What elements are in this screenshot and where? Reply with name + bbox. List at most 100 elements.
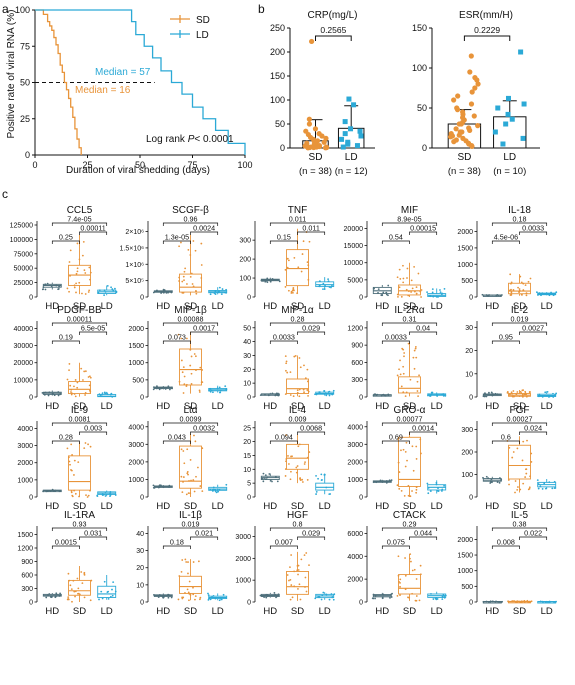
p-bracket-hd-ld — [162, 527, 219, 531]
crp-point-ld — [357, 128, 363, 134]
box-point-sd — [524, 392, 527, 395]
box-point-ld — [434, 597, 437, 600]
box-point-ld — [441, 490, 443, 492]
box-point-sd — [508, 446, 511, 449]
box-point-sd — [409, 495, 412, 498]
box-point-sd — [81, 582, 84, 585]
box-point-sd — [403, 352, 406, 354]
box-title-ccl5: CCL5 — [67, 205, 93, 216]
box-point-sd — [520, 281, 523, 284]
box-point-sd — [299, 598, 302, 601]
box-point-ld — [427, 492, 430, 495]
box-point-hd — [262, 472, 265, 475]
box-point-sd — [303, 391, 305, 394]
box-point-sd — [90, 579, 93, 582]
box-point-sd — [508, 483, 510, 486]
box-point-sd — [288, 579, 290, 582]
box-point-sd — [178, 280, 180, 282]
box-point-sd — [198, 389, 201, 392]
box-point-ld — [315, 491, 318, 493]
box-point-ld — [209, 390, 212, 393]
box-point-ld — [320, 598, 323, 601]
box-point-ld — [435, 483, 438, 486]
box-point-sd — [419, 564, 422, 567]
box-point-ld — [329, 493, 332, 495]
p-value-hd-ld: 0.0099 — [180, 415, 202, 424]
box-point-sd — [402, 277, 405, 280]
km-y-tick-label: 75 — [20, 41, 30, 51]
box-point-sd — [184, 267, 187, 270]
box-x-label-sd: SD — [73, 606, 86, 617]
box-point-sd — [407, 342, 410, 345]
p-value-hd-ld: 7.4e-05 — [67, 215, 91, 224]
crp-point-ld — [342, 119, 348, 125]
box-x-label-hd: HD — [45, 606, 59, 617]
box-point-sd — [398, 487, 401, 490]
box-point-hd — [260, 279, 263, 282]
box-point-sd — [87, 376, 90, 378]
box-point-sd — [307, 278, 310, 281]
box-title-scgf-: SCGF-β — [172, 205, 209, 216]
box-point-hd — [152, 484, 155, 487]
box-point-sd — [73, 474, 75, 476]
box-point-sd — [298, 357, 301, 359]
box-point-sd — [178, 575, 181, 577]
box-point-sd — [521, 396, 524, 398]
box-point-sd — [285, 458, 288, 460]
box-point-hd — [57, 394, 60, 397]
box-point-hd — [58, 490, 61, 493]
box-point-sd — [178, 276, 181, 279]
box-y-tick-label: 2000 — [347, 577, 363, 584]
box-point-ld — [104, 495, 107, 497]
p-value-hd-sd: 0.073 — [168, 333, 186, 342]
box-y-tick-label: 500 — [132, 377, 144, 384]
box-point-ld — [442, 394, 445, 397]
box-point-ld — [436, 393, 438, 396]
box-point-hd — [266, 281, 269, 284]
box-point-sd — [82, 379, 84, 381]
p-bracket-hd-sd — [491, 545, 520, 549]
p-value-hd-ld: 0.00077 — [397, 415, 423, 424]
box-y-tick-label: 200 — [239, 257, 251, 264]
box-point-sd — [528, 487, 531, 490]
box-point-ld — [430, 593, 432, 595]
p-value-hd-ld: 0.009 — [289, 415, 307, 424]
crp-point-sd — [323, 135, 329, 141]
box-point-sd — [290, 455, 292, 458]
box-point-sd — [71, 453, 73, 456]
box-point-sd — [186, 448, 189, 451]
box-point-sd — [521, 459, 524, 462]
box-point-sd — [195, 475, 197, 478]
box-point-ld — [325, 394, 328, 397]
box-point-ld — [103, 294, 106, 297]
box-point-sd — [397, 555, 400, 558]
box-point-sd — [400, 489, 403, 492]
box-point-sd — [297, 573, 299, 576]
p-value-hd-sd: 0.69 — [389, 433, 403, 442]
esr-point-ld — [495, 105, 501, 111]
box-x-label-ld: LD — [431, 401, 443, 412]
box-point-sd — [415, 458, 418, 460]
box-point-sd — [286, 258, 288, 260]
box-title-tnf: TNF — [288, 205, 307, 216]
box-point-hd — [44, 288, 47, 291]
box-point-sd — [303, 554, 306, 557]
km-x-tick-label: 75 — [187, 160, 197, 170]
box-point-ld — [546, 390, 549, 393]
box-point-sd — [404, 588, 407, 591]
box-point-hd — [275, 393, 278, 396]
box-point-hd — [265, 279, 268, 282]
box-point-sd — [192, 240, 195, 242]
box-point-sd — [89, 278, 91, 281]
box-point-hd — [167, 291, 169, 294]
box-point-sd — [415, 286, 418, 289]
crp-point-sd — [313, 144, 320, 150]
box-point-sd — [510, 291, 513, 294]
box-point-sd — [201, 369, 203, 371]
box-point-hd — [265, 596, 268, 599]
box-point-sd — [418, 599, 421, 602]
box-point-ld — [211, 596, 213, 599]
p-bracket-sd-ld — [190, 231, 219, 235]
p-bracket-hd-sd — [51, 240, 80, 244]
box-point-ld — [553, 480, 556, 483]
